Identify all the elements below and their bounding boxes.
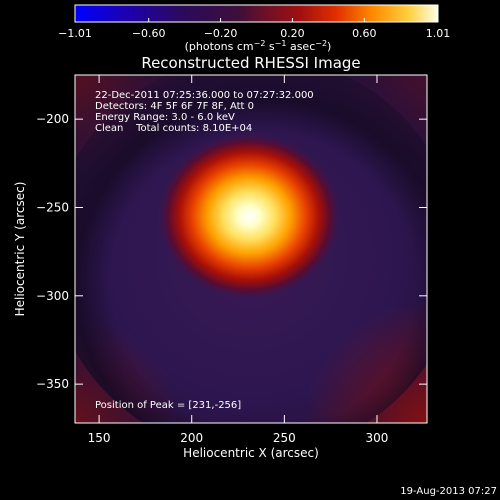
annotation-time-range: 22-Dec-2011 07:25:36.000 to 07:27:32.000 [95, 90, 314, 101]
annotations: 22-Dec-2011 07:25:36.000 to 07:27:32.000… [95, 90, 314, 411]
y-tick-label: −350 [36, 377, 69, 391]
annotation-clean-counts: Clean Total counts: 8.10E+04 [95, 123, 252, 134]
x-tick-label: 300 [366, 431, 389, 445]
heatmap-image [75, 75, 427, 423]
x-tick-label: 250 [273, 431, 296, 445]
colorbar-tick-label: 0.60 [352, 27, 377, 40]
x-axis-label: Heliocentric X (arcsec) [183, 446, 319, 460]
annotation-peak-position: Position of Peak = [231,-256] [95, 400, 241, 411]
y-axis-label: Heliocentric Y (arcsec) [13, 182, 27, 317]
colorbar-scale [74, 4, 439, 23]
emission-source [157, 132, 342, 301]
x-axis-ticks: 150 200 250 300 [88, 75, 389, 445]
footer-timestamp: 19-Aug-2013 07:27 [400, 486, 497, 497]
plot-frame [74, 74, 428, 424]
colorbar-tick-label: −1.01 [58, 27, 92, 40]
colorbar-unit-label: (photons cm−2 s−1 asec−2) [185, 39, 332, 53]
y-tick-label: −300 [36, 289, 69, 303]
annotation-detectors: Detectors: 4F 5F 6F 7F 8F, Att 0 [95, 101, 254, 112]
colorbar-tick-label: −0.60 [132, 27, 166, 40]
y-axis-ticks: −200 −250 −300 −350 [36, 112, 427, 391]
colorbar: −1.01 −0.60 −0.20 0.20 0.60 1.01 (photons cm−… [58, 4, 450, 53]
annotation-energy-range: Energy Range: 3.0 - 6.0 keV [95, 112, 235, 123]
y-tick-label: −250 [36, 200, 69, 214]
chart-title: Reconstructed RHESSI Image [141, 54, 360, 72]
y-tick-label: −200 [36, 112, 69, 126]
x-tick-label: 200 [180, 431, 203, 445]
colorbar-tick-label: 0.20 [280, 27, 305, 40]
colorbar-tick-label: −0.20 [204, 27, 238, 40]
colorbar-ticks: −1.01 −0.60 −0.20 0.20 0.60 1.01 [58, 18, 450, 40]
x-tick-label: 150 [88, 431, 111, 445]
colorbar-tick-label: 1.01 [426, 27, 451, 40]
